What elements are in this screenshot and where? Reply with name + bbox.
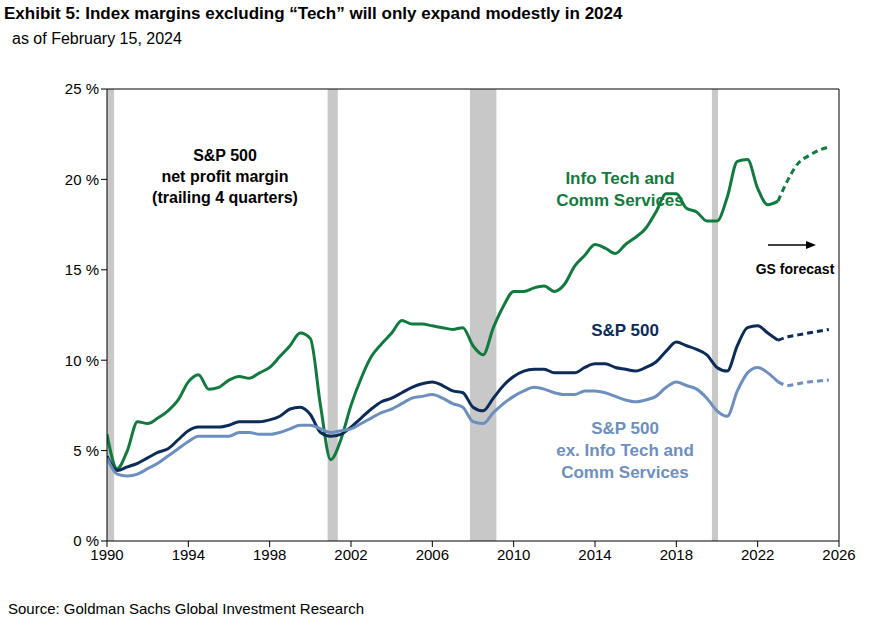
svg-text:0 %: 0 % <box>73 532 99 549</box>
html-text:S&P 500: S&P 500 <box>591 321 659 340</box>
svg-text:2006: 2006 <box>416 546 449 563</box>
svg-text:25 %: 25 % <box>65 80 99 97</box>
html-text:Comm Services: Comm Services <box>561 463 689 482</box>
svg-text:15 %: 15 % <box>65 261 99 278</box>
svg-text:2018: 2018 <box>660 546 693 563</box>
html-text:Comm Services: Comm Services <box>556 191 684 210</box>
html-text:net profit margin: net profit margin <box>161 168 289 185</box>
svg-text:1990: 1990 <box>90 545 124 563</box>
svg-text:10 %: 10 % <box>65 352 99 369</box>
html-text:S&P 500: S&P 500 <box>193 147 257 164</box>
svg-text:2022: 2022 <box>741 546 774 563</box>
svg-text:2002: 2002 <box>334 546 367 563</box>
svg-text:2010: 2010 <box>497 546 530 563</box>
html-text:GS forecast: GS forecast <box>755 261 835 277</box>
svg-text:20 %: 20 % <box>65 171 99 188</box>
html-text:(trailing 4 quarters): (trailing 4 quarters) <box>152 189 298 206</box>
svg-text:1998: 1998 <box>253 546 286 563</box>
svg-text:2014: 2014 <box>578 546 611 563</box>
html-text:S&P 500: S&P 500 <box>591 419 659 438</box>
html-text:Exhibit 5: Index margins exclu: Exhibit 5: Index margins excluding “Tech… <box>4 4 623 23</box>
svg-text:1994: 1994 <box>172 546 205 563</box>
html-text:ex. Info Tech and: ex. Info Tech and <box>556 441 694 460</box>
html-text:as of February 15, 2024: as of February 15, 2024 <box>12 30 182 47</box>
html-text:Source: Goldman Sachs Global I: Source: Goldman Sachs Global Investment … <box>8 600 364 617</box>
html-text:Info Tech and: Info Tech and <box>565 169 675 188</box>
svg-text:2026: 2026 <box>822 546 855 563</box>
svg-text:5 %: 5 % <box>73 442 99 459</box>
